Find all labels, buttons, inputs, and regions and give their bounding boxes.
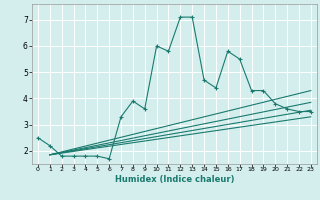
X-axis label: Humidex (Indice chaleur): Humidex (Indice chaleur) <box>115 175 234 184</box>
